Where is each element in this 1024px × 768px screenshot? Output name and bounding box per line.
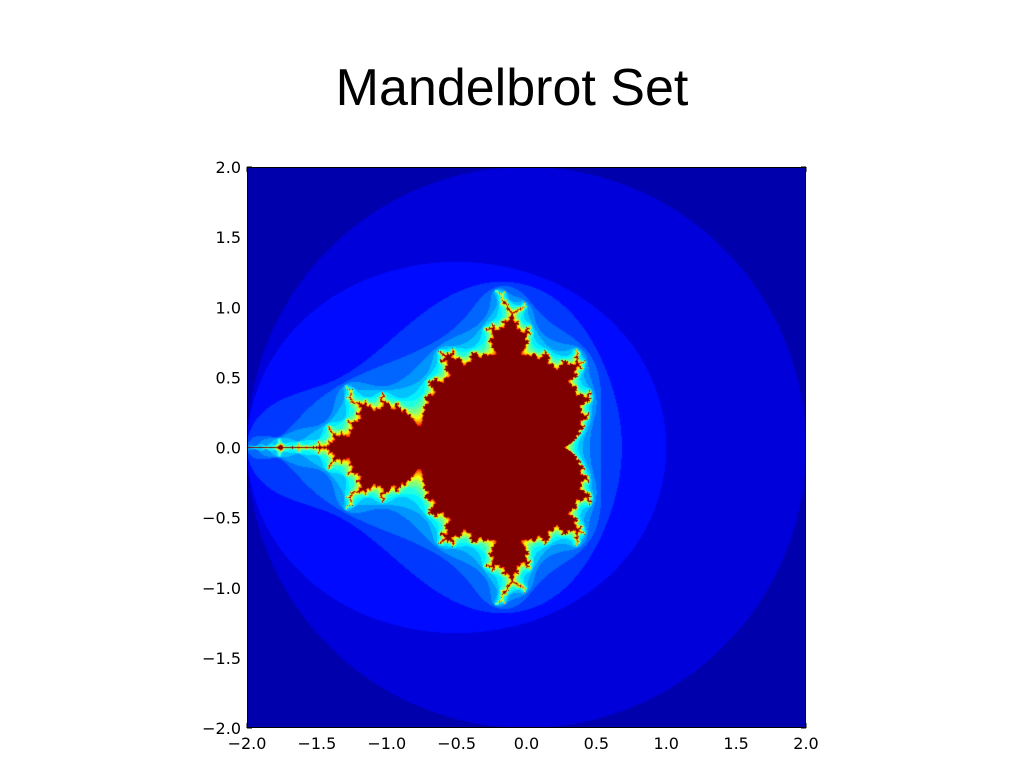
y-tick-label: 0.0	[216, 439, 241, 458]
y-tick-label: 0.5	[216, 368, 241, 387]
x-tick-label: −1.5	[297, 734, 336, 753]
x-tick-label: 0.0	[514, 734, 539, 753]
y-tick-label: 1.0	[216, 298, 241, 317]
x-tick-label: 0.5	[584, 734, 609, 753]
x-tick-label: −1.0	[367, 734, 406, 753]
y-tick-label: 2.0	[216, 158, 241, 177]
x-tick-label: 1.5	[723, 734, 748, 753]
heatmap-image	[247, 167, 806, 728]
plot-frame	[247, 167, 806, 728]
y-tick-label: −1.5	[202, 649, 241, 668]
mandelbrot-heatmap	[247, 167, 806, 728]
slide-title: Mandelbrot Set	[335, 59, 689, 117]
y-tick-label: −1.0	[202, 579, 241, 598]
y-tick-label: 1.5	[216, 228, 241, 247]
x-tick-label: −0.5	[437, 734, 476, 753]
y-tick-label: −0.5	[202, 509, 241, 528]
tick-labels: −2.0 −1.5 −1.0 −0.5 0.0 0.5 1.0 1.5 2.0 2.0 1.5 1.0…	[202, 158, 819, 753]
x-tick-label: 1.0	[654, 734, 679, 753]
y-tick-label: −2.0	[202, 719, 241, 738]
x-tick-label: 2.0	[793, 734, 818, 753]
x-tick-label: −2.0	[228, 734, 267, 753]
